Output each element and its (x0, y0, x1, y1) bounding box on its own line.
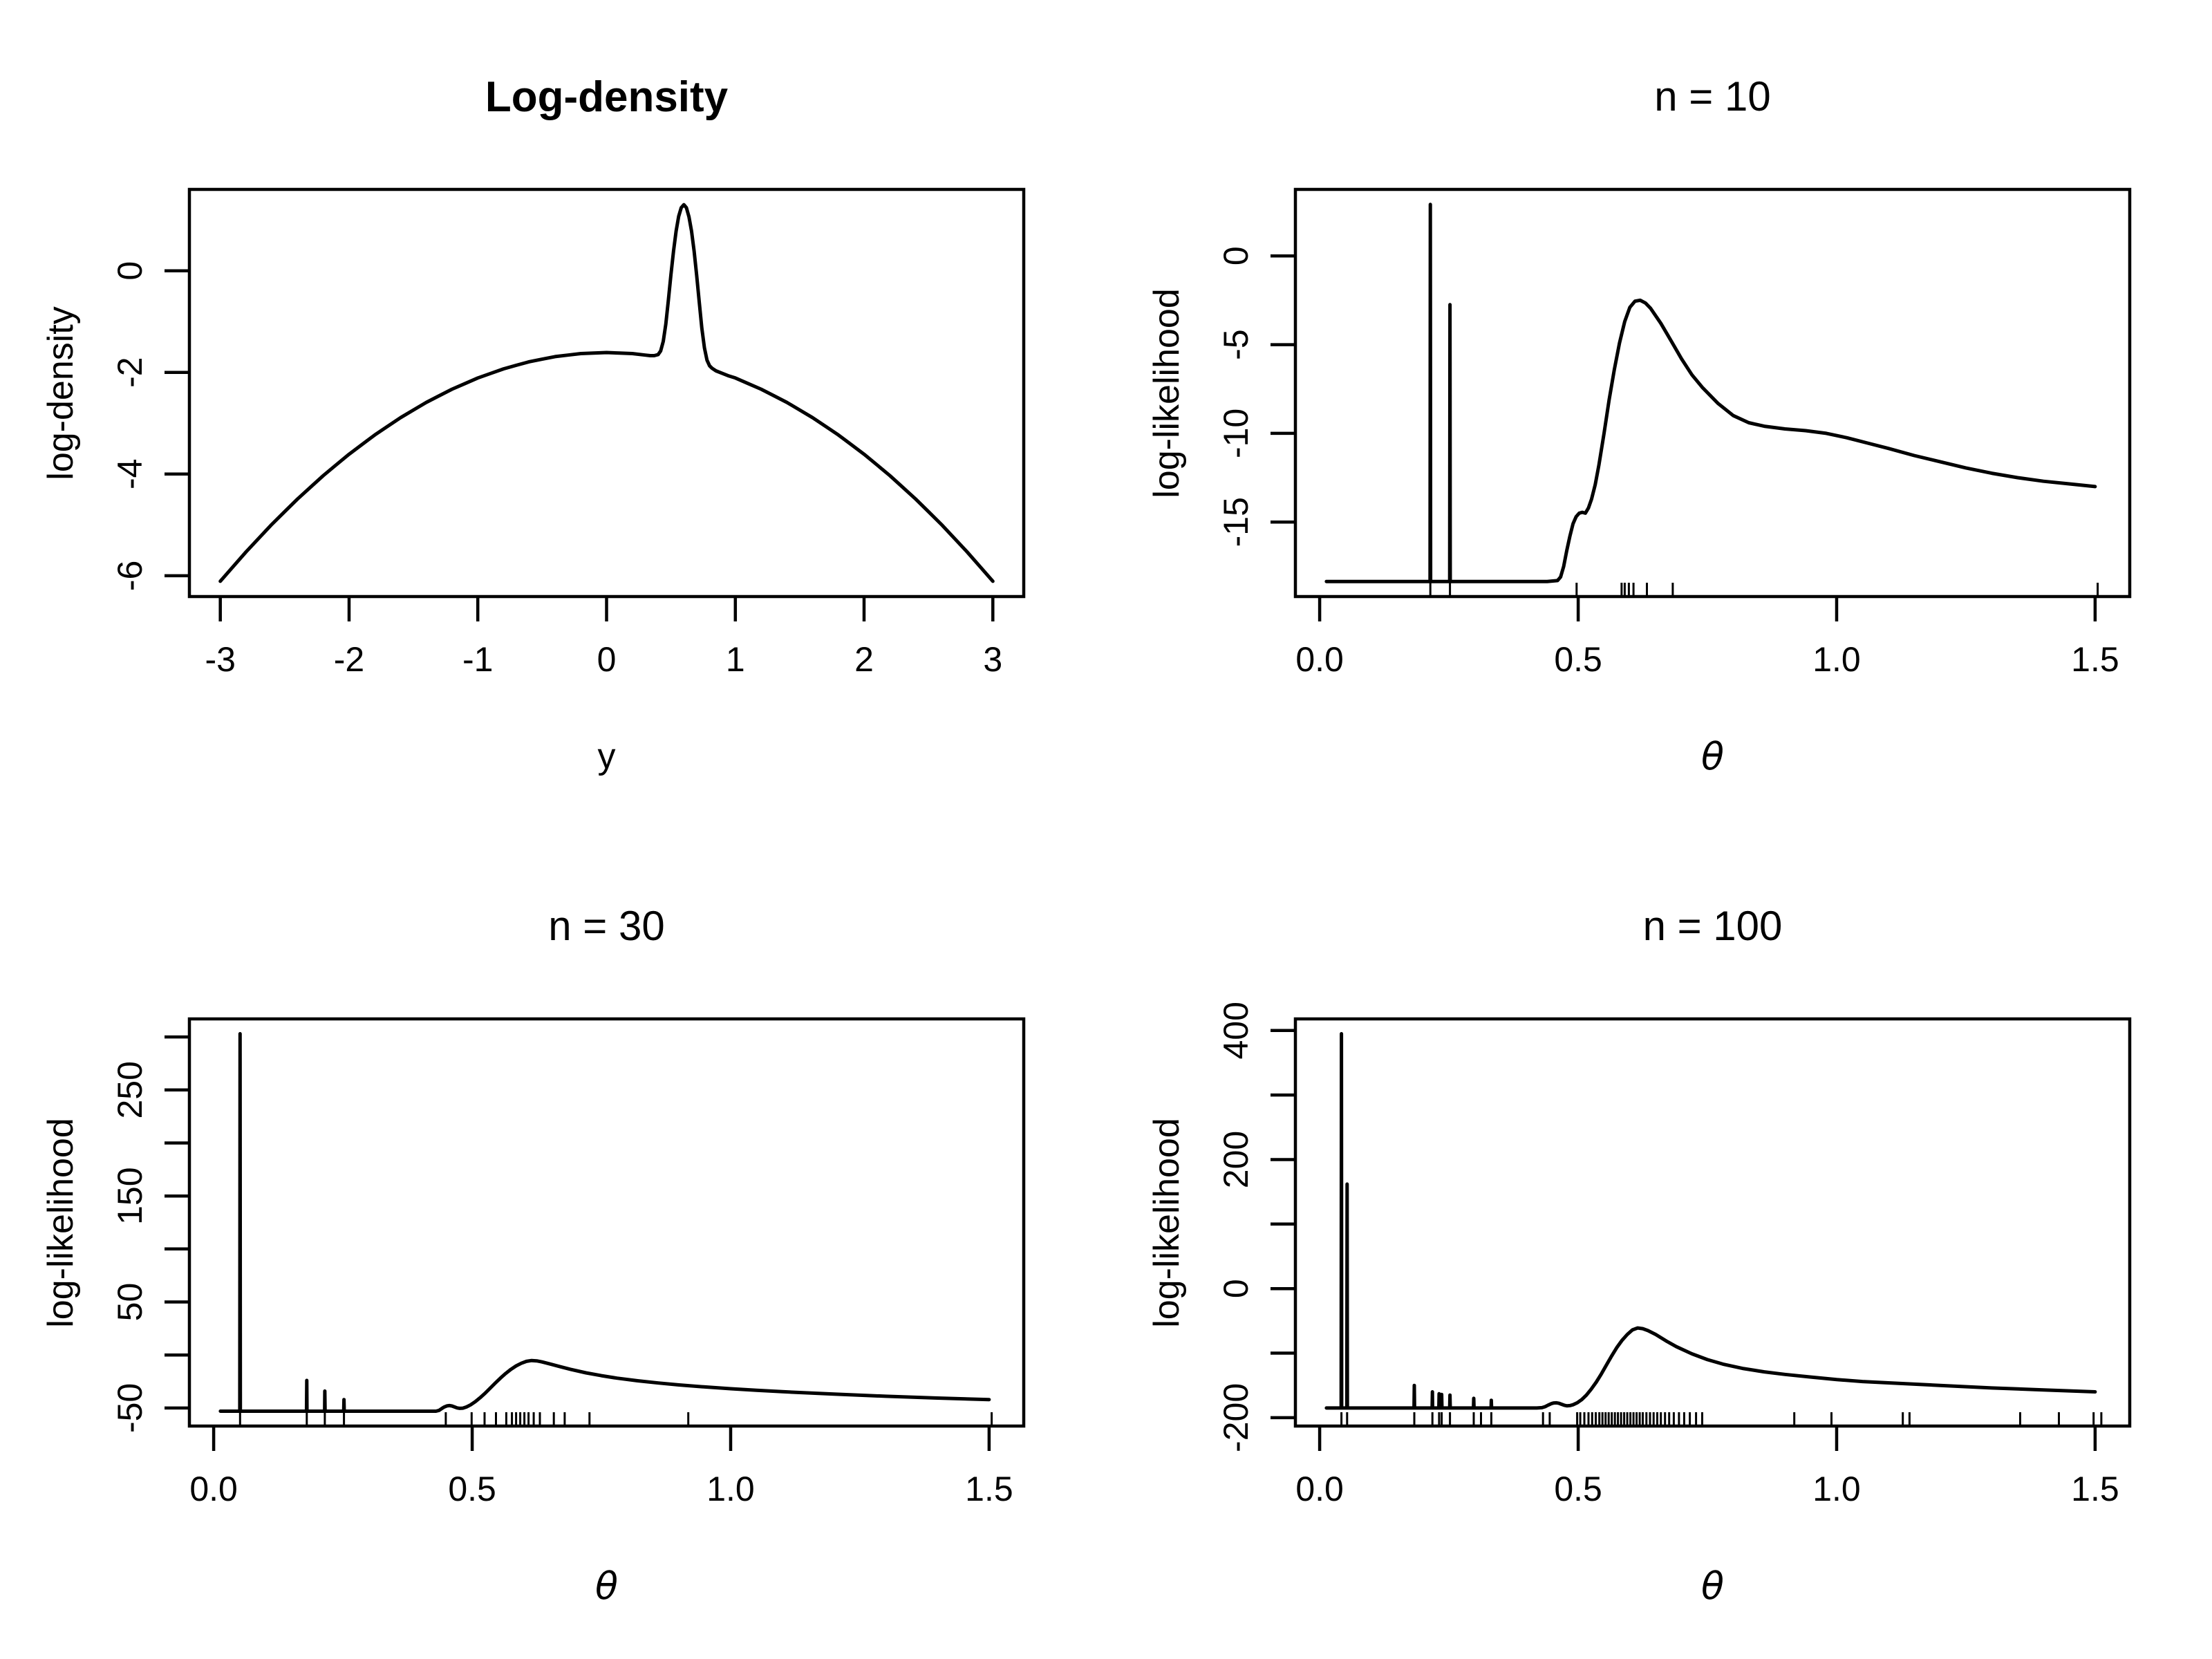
x-tick-label: -1 (462, 640, 493, 679)
y-tick-label: 0 (1217, 246, 1255, 265)
x-axis-title: θ (1700, 1564, 1725, 1608)
curve (218, 1032, 991, 1413)
plot-area-log-density: -3 -2 -1 0 1 2 3 0 -2 -4 -6 (111, 187, 1026, 679)
x-tick-label: 2 (854, 640, 874, 679)
y-tick-label: 0 (111, 261, 149, 281)
y-tick-label: 400 (1217, 1002, 1255, 1059)
x-axis-title: y (597, 736, 616, 776)
y-tick-label: 250 (111, 1061, 149, 1118)
y-tick-label: -4 (111, 459, 149, 489)
x-tick-label: 0.5 (1554, 640, 1602, 679)
x-tick-label: 1 (726, 640, 745, 679)
x-tick-label: 0.0 (1295, 640, 1344, 679)
panel-title: n = 100 (1642, 903, 1783, 949)
plot-box (1293, 187, 2132, 599)
x-tick-label: 1.5 (2071, 640, 2119, 679)
x-tick-label: 1.5 (965, 1470, 1013, 1508)
y-tick-label: 50 (111, 1283, 149, 1322)
y-tick-label: -200 (1217, 1383, 1255, 1452)
x-tick-label: 0.0 (1295, 1470, 1344, 1508)
x-tick-label: 3 (983, 640, 1002, 679)
x-tick-label: 1.0 (1812, 640, 1861, 679)
panel-title: n = 30 (548, 903, 665, 949)
plot-area-n-30: 0.0 0.5 1.0 1.5 -50 50 150 250 (111, 1017, 1026, 1508)
curve (218, 203, 995, 583)
y-tick-label: -6 (111, 561, 149, 591)
x-axis-title: θ (594, 1564, 619, 1608)
y-tick-label: -5 (1217, 329, 1255, 359)
y-tick-label: -15 (1217, 497, 1255, 547)
y-tick-label: 150 (111, 1167, 149, 1224)
plot-box (187, 1017, 1026, 1428)
x-tick-label: 1.0 (1812, 1470, 1861, 1508)
plot-area-n-10: 0.0 0.5 1.0 1.5 0 -5 -10 -15 (1217, 187, 2132, 679)
curve (1324, 203, 2097, 583)
x-tick-label: -2 (334, 640, 364, 679)
panel-title: n = 10 (1654, 73, 1771, 120)
x-tick-label: 0.5 (1554, 1470, 1602, 1508)
y-tick-label: 0 (1217, 1279, 1255, 1298)
panel-n-10: n = 10 log-likelihood 0.0 0.5 1.0 1.5 0 -5 -10… (1106, 0, 2212, 830)
x-tick-label: 1.5 (2071, 1470, 2119, 1508)
y-tick-label: -50 (111, 1383, 149, 1433)
plot-box (187, 187, 1026, 599)
x-tick-label: 0.0 (189, 1470, 238, 1508)
panel-title: Log-density (485, 73, 729, 121)
plot-box (1293, 1017, 2132, 1428)
curve (1324, 1032, 2097, 1410)
panel-log-density: Log-density log-density -3 -2 -1 0 1 2 3 0 -2 -4-… (0, 0, 1106, 830)
plot-area-n-100: 0.0 0.5 1.0 1.5 -200 0 200 400 (1217, 1002, 2132, 1508)
panel-n-30: n = 30 log-likelihood 0.0 0.5 1.0 1.5 -50 50 1… (0, 830, 1106, 1659)
x-tick-label: 1.0 (706, 1470, 755, 1508)
x-tick-label: -3 (205, 640, 235, 679)
x-tick-label: 0.5 (448, 1470, 496, 1508)
x-axis-title: θ (1700, 735, 1725, 778)
x-tick-label: 0 (597, 640, 617, 679)
panel-n-100: n = 100 log-likelihood 0.0 0.5 1.0 1.5 -200 0… (1106, 830, 2212, 1659)
y-tick-label: 200 (1217, 1131, 1255, 1188)
y-tick-label: -10 (1217, 409, 1255, 458)
y-tick-label: -2 (111, 357, 149, 387)
